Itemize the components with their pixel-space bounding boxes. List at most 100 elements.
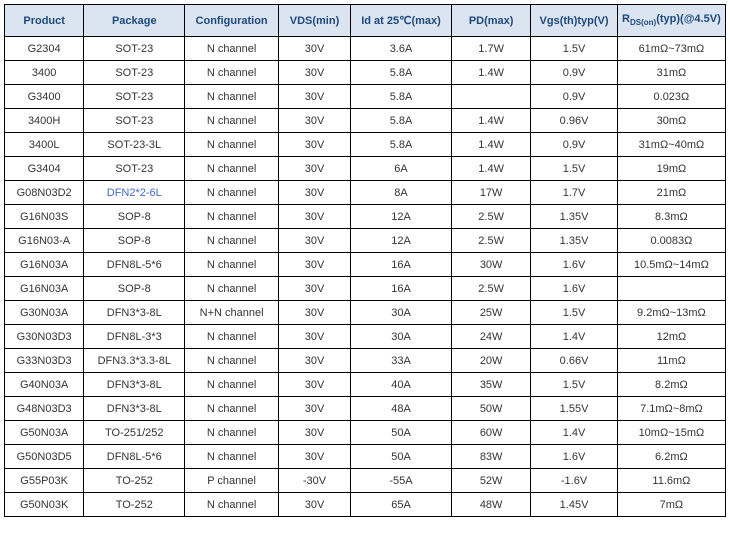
cell-9-1: DFN8L-5*6: [84, 253, 185, 277]
cell-17-3: 30V: [278, 445, 350, 469]
cell-2-7: 0.023Ω: [617, 85, 725, 109]
cell-10-7: [617, 277, 725, 301]
cell-5-1: SOT-23: [84, 157, 185, 181]
cell-3-6: 0.96V: [531, 109, 618, 133]
cell-3-4: 5.8A: [351, 109, 452, 133]
cell-14-6: 1.5V: [531, 373, 618, 397]
table-row: G50N03ATO-251/252N channel30V50A60W1.4V1…: [5, 421, 726, 445]
cell-3-0: 3400H: [5, 109, 84, 133]
cell-16-2: N channel: [185, 421, 279, 445]
table-header: ProductPackageConfigurationVDS(min)Id at…: [5, 5, 726, 37]
cell-8-4: 12A: [351, 229, 452, 253]
cell-11-2: N+N channel: [185, 301, 279, 325]
cell-17-0: G50N03D5: [5, 445, 84, 469]
cell-8-7: 0.0083Ω: [617, 229, 725, 253]
cell-2-2: N channel: [185, 85, 279, 109]
cell-12-1: DFN8L-3*3: [84, 325, 185, 349]
cell-19-6: 1.45V: [531, 493, 618, 517]
cell-14-4: 40A: [351, 373, 452, 397]
cell-8-1: SOP-8: [84, 229, 185, 253]
cell-19-1: TO-252: [84, 493, 185, 517]
cell-2-6: 0.9V: [531, 85, 618, 109]
cell-12-6: 1.4V: [531, 325, 618, 349]
cell-12-2: N channel: [185, 325, 279, 349]
table-row: G50N03KTO-252N channel30V65A48W1.45V7mΩ: [5, 493, 726, 517]
cell-6-1: DFN2*2-6L: [84, 181, 185, 205]
cell-19-7: 7mΩ: [617, 493, 725, 517]
col-header-0: Product: [5, 5, 84, 37]
cell-3-7: 30mΩ: [617, 109, 725, 133]
cell-2-5: [451, 85, 530, 109]
cell-15-6: 1.55V: [531, 397, 618, 421]
cell-7-5: 2.5W: [451, 205, 530, 229]
cell-6-2: N channel: [185, 181, 279, 205]
cell-17-6: 1.6V: [531, 445, 618, 469]
cell-13-3: 30V: [278, 349, 350, 373]
col-header-3: VDS(min): [278, 5, 350, 37]
cell-3-5: 1.4W: [451, 109, 530, 133]
cell-18-5: 52W: [451, 469, 530, 493]
col-header-7: RDS(on)(typ)(@4.5V): [617, 5, 725, 37]
cell-4-2: N channel: [185, 133, 279, 157]
cell-1-5: 1.4W: [451, 61, 530, 85]
table-row: G16N03-ASOP-8N channel30V12A2.5W1.35V0.0…: [5, 229, 726, 253]
col-header-2: Configuration: [185, 5, 279, 37]
cell-15-2: N channel: [185, 397, 279, 421]
cell-7-3: 30V: [278, 205, 350, 229]
cell-9-4: 16A: [351, 253, 452, 277]
table-body: G2304SOT-23N channel30V3.6A1.7W1.5V61mΩ~…: [5, 37, 726, 517]
cell-19-3: 30V: [278, 493, 350, 517]
table-row: G30N03D3DFN8L-3*3N channel30V30A24W1.4V1…: [5, 325, 726, 349]
cell-1-3: 30V: [278, 61, 350, 85]
cell-2-3: 30V: [278, 85, 350, 109]
cell-16-1: TO-251/252: [84, 421, 185, 445]
cell-0-2: N channel: [185, 37, 279, 61]
cell-16-6: 1.4V: [531, 421, 618, 445]
table-row: G16N03SSOP-8N channel30V12A2.5W1.35V8.3m…: [5, 205, 726, 229]
cell-18-3: -30V: [278, 469, 350, 493]
cell-3-2: N channel: [185, 109, 279, 133]
cell-18-1: TO-252: [84, 469, 185, 493]
cell-15-3: 30V: [278, 397, 350, 421]
cell-16-3: 30V: [278, 421, 350, 445]
cell-5-6: 1.5V: [531, 157, 618, 181]
cell-8-0: G16N03-A: [5, 229, 84, 253]
cell-11-6: 1.5V: [531, 301, 618, 325]
cell-11-3: 30V: [278, 301, 350, 325]
cell-14-5: 35W: [451, 373, 530, 397]
cell-13-1: DFN3.3*3.3-8L: [84, 349, 185, 373]
mosfet-spec-table: ProductPackageConfigurationVDS(min)Id at…: [4, 4, 726, 517]
cell-17-2: N channel: [185, 445, 279, 469]
cell-15-4: 48A: [351, 397, 452, 421]
cell-1-6: 0.9V: [531, 61, 618, 85]
cell-2-0: G3400: [5, 85, 84, 109]
table-row: G16N03ADFN8L-5*6N channel30V16A30W1.6V10…: [5, 253, 726, 277]
cell-8-2: N channel: [185, 229, 279, 253]
table-row: G3400SOT-23N channel30V5.8A0.9V0.023Ω: [5, 85, 726, 109]
cell-6-4: 8A: [351, 181, 452, 205]
col-header-6: Vgs(th)typ(V): [531, 5, 618, 37]
cell-7-7: 8.3mΩ: [617, 205, 725, 229]
cell-15-7: 7.1mΩ~8mΩ: [617, 397, 725, 421]
cell-3-1: SOT-23: [84, 109, 185, 133]
cell-5-7: 19mΩ: [617, 157, 725, 181]
cell-10-5: 2.5W: [451, 277, 530, 301]
cell-8-3: 30V: [278, 229, 350, 253]
cell-0-4: 3.6A: [351, 37, 452, 61]
col-header-5: PD(max): [451, 5, 530, 37]
cell-5-4: 6A: [351, 157, 452, 181]
cell-14-3: 30V: [278, 373, 350, 397]
cell-6-5: 17W: [451, 181, 530, 205]
table-row: G3404SOT-23N channel30V6A1.4W1.5V19mΩ: [5, 157, 726, 181]
cell-0-6: 1.5V: [531, 37, 618, 61]
cell-14-0: G40N03A: [5, 373, 84, 397]
cell-19-5: 48W: [451, 493, 530, 517]
cell-0-0: G2304: [5, 37, 84, 61]
cell-0-3: 30V: [278, 37, 350, 61]
cell-4-4: 5.8A: [351, 133, 452, 157]
cell-9-6: 1.6V: [531, 253, 618, 277]
table-row: G16N03ASOP-8N channel30V16A2.5W1.6V: [5, 277, 726, 301]
cell-13-2: N channel: [185, 349, 279, 373]
cell-1-2: N channel: [185, 61, 279, 85]
cell-12-5: 24W: [451, 325, 530, 349]
